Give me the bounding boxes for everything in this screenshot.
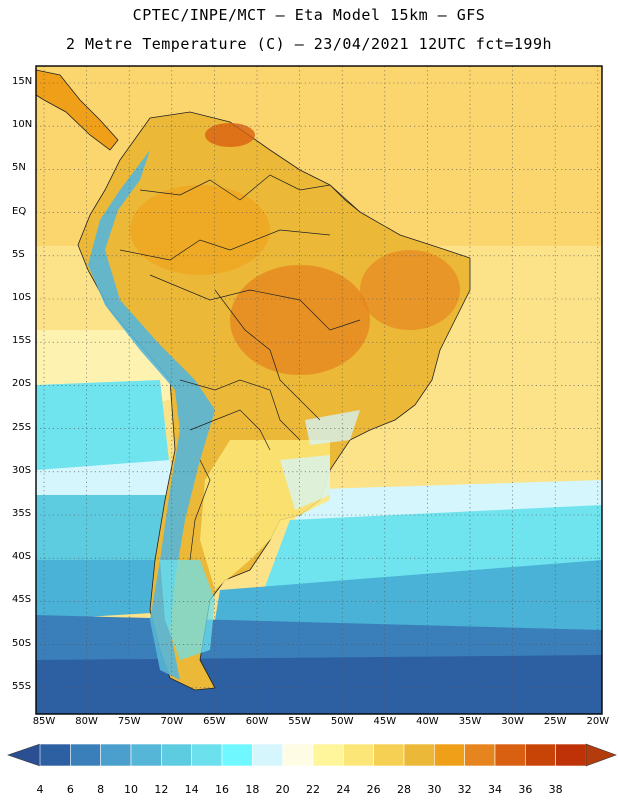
longitude-label: 70W	[160, 716, 184, 727]
longitude-label: 25W	[543, 716, 567, 727]
colorbar-label: 16	[215, 783, 229, 796]
pacific-cold-band	[36, 495, 180, 560]
map-title-line2: 2 Metre Temperature (C) – 23/04/2021 12U…	[65, 35, 553, 53]
colorbar-swatch	[221, 743, 253, 767]
longitude-label: 20W	[586, 716, 610, 727]
colorbar-swatch	[100, 743, 132, 767]
colorbar-label: 30	[427, 783, 442, 796]
latitude-label: 25S	[12, 421, 32, 433]
longitude-label: 65W	[203, 716, 226, 727]
colorbar-high-arrow	[585, 743, 617, 767]
colorbar-label: 8	[97, 783, 105, 796]
latitude-label: 55S	[12, 680, 32, 692]
colorbar-label: 14	[184, 783, 199, 796]
map-frame	[35, 65, 603, 715]
longitude-label: 75W	[117, 716, 141, 727]
colorbar-label: 38	[548, 783, 563, 796]
colorbar-label: 34	[488, 783, 502, 796]
latitude-label: 5N	[12, 162, 26, 174]
colorbar-swatch	[70, 743, 101, 767]
colorbar-label: 10	[124, 783, 138, 796]
longitude-label: 80W	[75, 716, 98, 727]
country-borders	[119, 174, 361, 561]
pacific-mild-band	[36, 460, 175, 500]
patagonia-cool-region	[160, 560, 215, 660]
uruguay-cool-region	[280, 455, 330, 510]
colorbar-label: 32	[457, 783, 472, 796]
hot-interior-region	[230, 265, 370, 375]
latitude-label: 10S	[12, 292, 32, 303]
colorbar-swatch	[191, 743, 223, 767]
hot-northeast-region	[360, 250, 460, 330]
colorbar-label: 22	[306, 783, 320, 796]
colorbar-swatch	[161, 743, 192, 767]
colorbar-swatch	[343, 743, 374, 767]
latitude-label: 10N	[12, 119, 33, 131]
longitude-label: 55W	[288, 716, 311, 727]
colorbar-swatch	[494, 743, 526, 767]
colorbar-swatch	[373, 743, 405, 767]
latitude-label: 15N	[12, 76, 33, 87]
latitude-label: 5S	[12, 248, 25, 260]
latitude-label: 15S	[12, 335, 32, 347]
longitude-label: 30W	[501, 716, 524, 727]
colorbar-swatch	[525, 743, 556, 767]
colorbar-swatch	[282, 743, 314, 767]
latitude-label: 45S	[12, 594, 32, 606]
colorbar-swatch	[555, 743, 587, 767]
colorbar-swatch	[312, 743, 344, 767]
colorbar-label: 18	[245, 783, 260, 796]
colorbar-swatch	[39, 743, 71, 767]
latitude-label: 40S	[12, 551, 32, 563]
colorbar-label: 20	[275, 783, 290, 796]
longitude-label: 40W	[416, 716, 439, 727]
colorbar-low-arrow	[7, 743, 41, 767]
longitude-label: 60W	[245, 716, 269, 727]
map-title-line1: CPTEC/INPE/MCT – Eta Model 15km – GFS	[132, 6, 486, 24]
colorbar-swatch	[252, 743, 283, 767]
latitude-label: 30S	[12, 464, 32, 476]
longitude-label: 50W	[330, 716, 354, 727]
colorbar-swatch	[434, 743, 465, 767]
latitude-label: 20S	[12, 378, 32, 390]
southern-ocean-coldest-band	[36, 655, 602, 714]
hot-amazon-region	[130, 185, 270, 275]
pacific-cool-band	[36, 380, 170, 480]
colorbar-label: 26	[366, 783, 381, 796]
colorbar-swatch	[403, 743, 435, 767]
hot-venezuela-region	[205, 123, 255, 147]
longitude-label: 35W	[458, 716, 482, 727]
latitude-label: 35S	[12, 508, 32, 519]
graticule	[36, 66, 602, 714]
colorbar-label: 36	[518, 783, 533, 796]
colorbar-label: 28	[397, 783, 411, 796]
latitude-label: 50S	[12, 637, 32, 649]
colorbar-swatch	[464, 743, 496, 767]
latitude-label: EQ	[12, 205, 27, 217]
longitude-label: 85W	[32, 716, 56, 727]
longitude-label: 45W	[373, 716, 397, 727]
colorbar-label: 12	[154, 783, 169, 796]
andes-cold-strip	[88, 150, 215, 680]
colorbar-label: 24	[336, 783, 351, 796]
colorbar-swatch	[130, 743, 162, 767]
central-america-land	[36, 69, 119, 151]
colorbar	[7, 743, 617, 767]
colorbar-label: 6	[66, 783, 74, 796]
colorbar-label: 4	[36, 783, 44, 796]
